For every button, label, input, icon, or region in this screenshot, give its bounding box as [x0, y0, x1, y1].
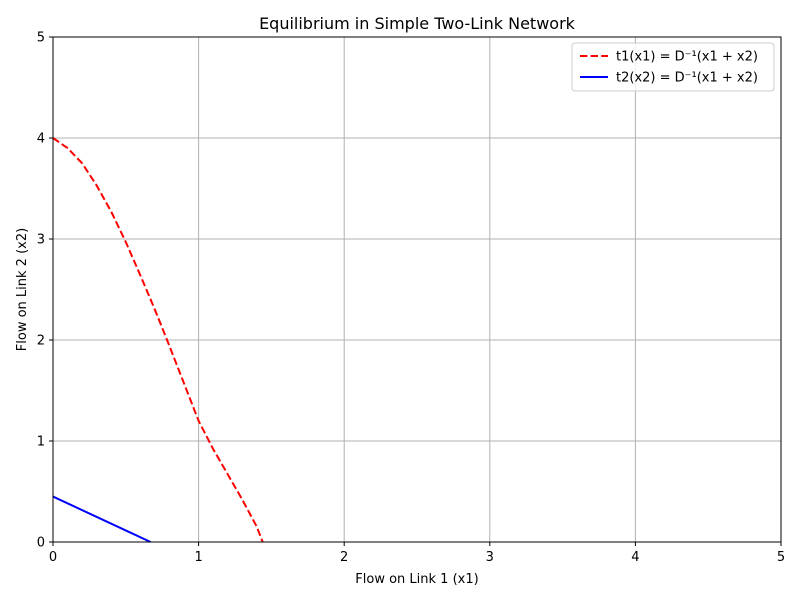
legend-label-1: t1(x1) = D⁻¹(x1 + x2) — [616, 50, 758, 65]
x-axis-label: Flow on Link 1 (x1) — [355, 572, 478, 587]
y-tick-label: 2 — [37, 334, 45, 349]
y-tick-label: 4 — [37, 132, 45, 147]
legend-box — [571, 42, 775, 92]
plot-frame — [52, 36, 782, 543]
y-tick-label: 5 — [37, 31, 45, 46]
x-tick-label: 3 — [486, 550, 494, 565]
series-line-1 — [52, 137, 264, 543]
y-tick-label: 1 — [37, 435, 45, 450]
legend-label-2: t2(x2) = D⁻¹(x1 + x2) — [616, 71, 758, 86]
chart-title: Equilibrium in Simple Two-Link Network — [259, 14, 576, 33]
grid — [52, 36, 782, 543]
y-tick-label: 3 — [37, 233, 45, 248]
x-tick-label: 5 — [777, 550, 785, 565]
x-tick-label: 2 — [340, 550, 348, 565]
y-tick-label: 0 — [37, 536, 45, 551]
series-layer — [52, 137, 264, 543]
x-axis-ticks: 0 1 2 3 4 5 — [49, 542, 785, 565]
x-tick-label: 4 — [631, 550, 639, 565]
y-axis-ticks: 0 1 2 3 4 5 — [37, 31, 53, 551]
series-line-2 — [52, 495, 151, 543]
x-tick-label: 1 — [194, 550, 202, 565]
y-axis-label: Flow on Link 2 (x2) — [15, 228, 30, 351]
x-tick-label: 0 — [49, 550, 57, 565]
legend: t1(x1) = D⁻¹(x1 + x2) t2(x2) = D⁻¹(x1 + x… — [571, 42, 775, 92]
